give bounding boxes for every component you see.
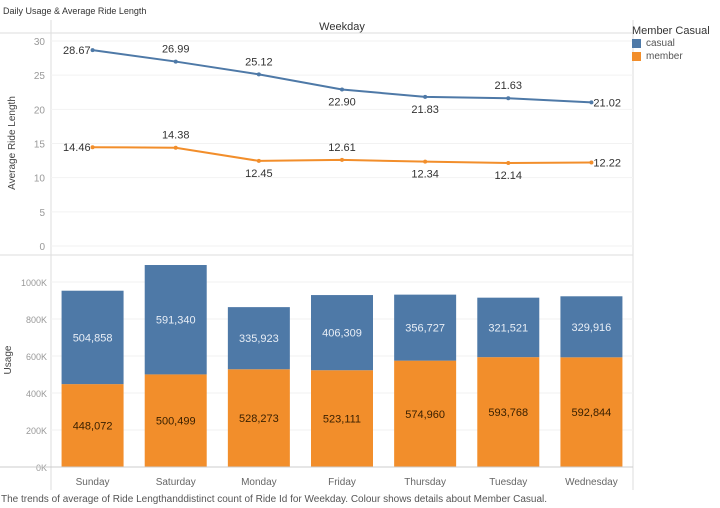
bar-casual [394,294,457,361]
x-tick-label: Thursday [404,477,446,488]
data-label-member: 12.34 [411,169,439,181]
y-tick-label: 25 [34,71,46,82]
bar-label-casual: 321,521 [488,322,528,334]
x-tick-label: Wednesday [565,477,618,488]
bar-member [477,357,540,467]
data-label-member: 14.46 [63,142,91,154]
bar-casual [560,296,623,358]
legend-label: casual [646,38,675,49]
chart-caption: The trends of average of Ride Lengthandd… [1,494,548,505]
bar-label-casual: 356,727 [405,323,445,335]
bar-label-member: 593,768 [488,407,528,419]
bar-label-casual: 335,923 [239,333,279,345]
bar-label-member: 592,844 [572,407,612,419]
data-label-member: 14.38 [162,130,190,142]
legend-title: Member Casual [632,25,710,37]
bar-member [311,370,373,467]
point-casual [589,100,594,105]
bar-member [227,369,290,467]
bar-casual [477,297,540,358]
bar-casual [227,307,290,370]
point-member [90,145,95,150]
x-tick-label: Friday [328,477,356,488]
bar-member [394,360,457,467]
legend-label: member [646,51,683,62]
bar-label-casual: 329,916 [572,322,612,334]
x-tick-label: Sunday [76,477,110,488]
point-member [589,160,594,165]
bar-casual [61,290,124,385]
chart-title: Daily Usage & Average Ride Length [3,6,147,16]
bar-casual [144,265,207,375]
y-tick-label: 400K [26,389,47,399]
point-casual [423,94,428,99]
y-tick-label: 600K [26,352,47,362]
bar-label-member: 448,072 [73,421,113,433]
data-label-casual: 22.90 [328,97,356,109]
point-member [506,161,511,166]
point-casual [506,96,511,101]
bar-label-casual: 591,340 [156,315,196,327]
legend-item-member[interactable]: member [632,51,683,62]
y-tick-label: 0 [39,242,45,253]
bar-member [61,384,124,467]
x-tick-label: Tuesday [489,477,527,488]
data-label-casual: 21.83 [411,104,439,116]
line-casual [92,49,592,104]
y-tick-label: 10 [34,174,46,185]
casual-swatch [632,39,641,48]
bar-label-casual: 406,309 [322,328,362,340]
y-tick-label: 30 [34,37,46,48]
x-tick-label: Saturday [156,477,196,488]
y-axis-label: Average Ride Length [7,96,18,190]
data-label-member: 12.61 [328,142,356,154]
data-label-casual: 25.12 [245,56,273,68]
point-casual [173,59,178,64]
point-casual [90,48,95,53]
bar-label-member: 574,960 [405,409,445,421]
bar-member [560,357,623,467]
y-tick-label: 15 [34,140,46,151]
y-tick-label: 800K [26,315,47,325]
y-tick-label: 200K [26,426,47,436]
point-casual [340,87,344,92]
bar-label-member: 500,499 [156,416,196,428]
legend-item-casual[interactable]: casual [632,38,675,49]
data-label-member: 12.45 [245,168,273,180]
data-label-casual: 21.02 [593,97,621,109]
data-label-casual: 26.99 [162,44,190,56]
data-label-member: 12.22 [593,157,621,169]
bar-label-member: 523,111 [323,414,361,426]
y-tick-label: 0K [36,463,47,473]
bar-label-casual: 504,858 [73,332,113,344]
point-member [340,157,344,162]
data-label-member: 12.14 [495,170,523,182]
data-label-casual: 28.67 [63,45,91,57]
member-swatch [632,52,641,61]
column-header: Weekday [319,21,365,33]
point-casual [256,72,261,77]
data-label-casual: 21.63 [495,80,523,92]
y-tick-label: 5 [39,208,45,219]
bar-member [144,374,207,467]
point-member [423,159,428,164]
bar-label-member: 528,273 [239,413,279,425]
point-member [173,145,178,150]
y-axis-label: Usage [3,345,14,374]
x-tick-label: Monday [241,477,277,488]
point-member [256,158,261,163]
y-tick-label: 1000K [21,278,47,288]
bar-casual [311,295,373,371]
y-tick-label: 20 [34,105,46,116]
